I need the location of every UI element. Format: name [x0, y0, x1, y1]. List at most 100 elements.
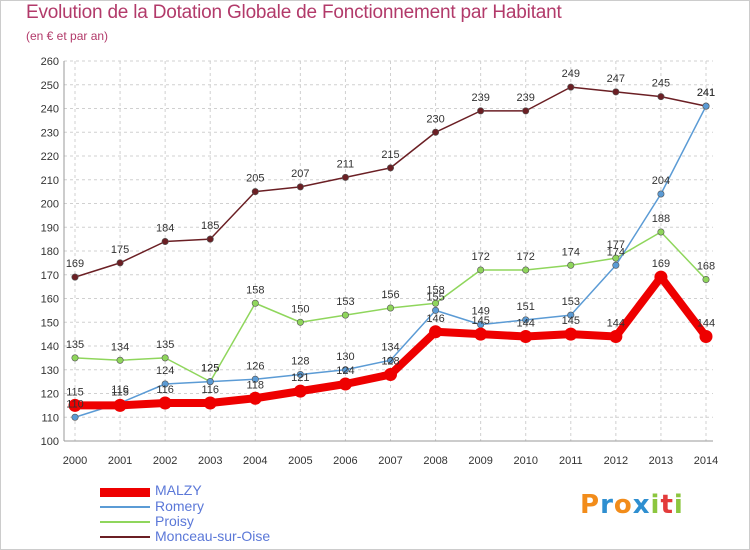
- x-axis-ticks: 2000 2001 2002 2003 2004 2005 2006 2007 2008 2009…: [63, 455, 718, 467]
- legend-label-monceau-sur-oise: Monceau-sur-Oise: [155, 528, 271, 544]
- data-point-monceau-sur-oise: [386, 164, 394, 172]
- data-label-malzy: 115: [111, 386, 129, 398]
- axes: [63, 61, 713, 442]
- data-label-monceau-sur-oise: 247: [607, 73, 625, 85]
- data-label-romery: 155: [426, 291, 444, 303]
- data-label-malzy: 116: [156, 384, 174, 396]
- logo-letter: r: [600, 490, 614, 520]
- data-point-malzy: [699, 330, 713, 343]
- data-point-malzy: [248, 391, 262, 405]
- data-point-proisy: [522, 266, 530, 274]
- data-label-monceau-sur-oise: 239: [471, 92, 489, 104]
- x-tick-label: 2003: [198, 455, 222, 467]
- data-label-malzy: 169: [652, 258, 670, 270]
- data-point-proisy: [702, 275, 710, 283]
- y-tick-label: 150: [41, 317, 59, 329]
- data-label-malzy: 124: [336, 365, 354, 377]
- data-point-malzy: [113, 398, 127, 412]
- legend-swatch-monceau-sur-oise: [100, 536, 150, 538]
- data-label-malzy: 145: [471, 315, 489, 327]
- y-tick-label: 250: [41, 80, 59, 92]
- proxiti-logo: Proxiti: [580, 490, 684, 520]
- data-label-proisy: 125: [201, 363, 219, 375]
- data-point-monceau-sur-oise: [71, 273, 79, 281]
- data-label-proisy: 188: [652, 213, 670, 225]
- data-label-monceau-sur-oise: 175: [111, 244, 129, 256]
- data-point-romery: [206, 378, 214, 386]
- data-label-monceau-sur-oise: 245: [652, 78, 670, 90]
- data-label-proisy: 135: [66, 339, 84, 351]
- y-tick-label: 100: [41, 436, 59, 448]
- data-point-monceau-sur-oise: [161, 238, 169, 246]
- x-tick-label: 2011: [559, 455, 583, 467]
- data-label-romery: 130: [336, 351, 354, 363]
- data-point-romery: [702, 102, 710, 110]
- logo-letter: i: [673, 490, 684, 520]
- data-label-romery: 126: [246, 360, 264, 372]
- data-point-proisy: [477, 266, 485, 274]
- y-tick-label: 130: [41, 365, 59, 377]
- data-label-proisy: 158: [426, 284, 444, 296]
- y-tick-label: 230: [41, 127, 59, 139]
- x-tick-label: 2004: [243, 455, 267, 467]
- data-label-proisy: 172: [471, 251, 489, 263]
- y-tick-label: 240: [41, 104, 59, 116]
- data-point-monceau-sur-oise: [251, 188, 259, 196]
- data-point-romery: [567, 311, 575, 319]
- data-label-monceau-sur-oise: 239: [517, 92, 535, 104]
- data-label-malzy: 116: [201, 384, 219, 396]
- data-label-proisy: 174: [562, 246, 580, 258]
- data-point-monceau-sur-oise: [477, 107, 485, 115]
- y-tick-label: 180: [41, 246, 59, 258]
- y-tick-label: 190: [41, 222, 59, 234]
- data-point-malzy: [338, 377, 352, 391]
- y-tick-label: 110: [41, 412, 59, 424]
- data-point-proisy: [341, 311, 349, 319]
- data-point-romery: [296, 370, 304, 378]
- logo-letter: i: [650, 490, 661, 520]
- data-point-romery: [657, 190, 665, 198]
- data-point-malzy: [293, 384, 307, 398]
- data-point-malzy: [158, 396, 172, 410]
- data-label-malzy: 144: [517, 318, 535, 330]
- data-label-malzy: 144: [607, 318, 625, 330]
- data-label-proisy: 153: [336, 296, 354, 308]
- data-point-monceau-sur-oise: [522, 107, 530, 115]
- data-point-malzy: [68, 398, 82, 412]
- data-label-monceau-sur-oise: 185: [201, 220, 219, 232]
- legend-item-monceau-sur-oise: Monceau-sur-Oise: [100, 528, 360, 545]
- data-label-romery: 204: [652, 175, 670, 187]
- series-layer: [68, 83, 713, 421]
- x-tick-label: 2000: [63, 455, 87, 467]
- data-point-malzy: [203, 396, 217, 410]
- x-tick-label: 2008: [423, 455, 447, 467]
- legend-item-proisy: Proisy: [100, 513, 360, 530]
- y-tick-label: 200: [41, 199, 59, 211]
- x-tick-label: 2013: [649, 455, 673, 467]
- x-tick-label: 2009: [468, 455, 492, 467]
- data-point-romery: [522, 316, 530, 324]
- legend-label-romery: Romery: [155, 498, 205, 514]
- y-tick-label: 260: [41, 56, 59, 68]
- data-point-malzy: [429, 325, 443, 339]
- y-tick-label: 120: [41, 389, 59, 401]
- y-tick-label: 170: [41, 270, 59, 282]
- data-label-malzy: 128: [381, 356, 399, 368]
- data-point-proisy: [612, 254, 620, 262]
- data-label-romery: 134: [381, 341, 399, 353]
- legend-item-romery: Romery: [100, 498, 360, 515]
- data-label-proisy: 172: [517, 251, 535, 263]
- data-point-malzy: [519, 330, 533, 343]
- x-tick-label: 2006: [333, 455, 357, 467]
- data-label-malzy: 121: [291, 372, 309, 384]
- data-point-proisy: [296, 318, 304, 326]
- data-point-proisy: [386, 304, 394, 312]
- data-label-malzy: 144: [697, 318, 715, 330]
- data-label-monceau-sur-oise: 211: [337, 158, 355, 170]
- y-tick-label: 210: [41, 175, 59, 187]
- data-label-romery: 153: [562, 296, 580, 308]
- data-point-monceau-sur-oise: [206, 235, 214, 243]
- data-point-malzy: [474, 327, 488, 341]
- x-tick-label: 2002: [153, 455, 177, 467]
